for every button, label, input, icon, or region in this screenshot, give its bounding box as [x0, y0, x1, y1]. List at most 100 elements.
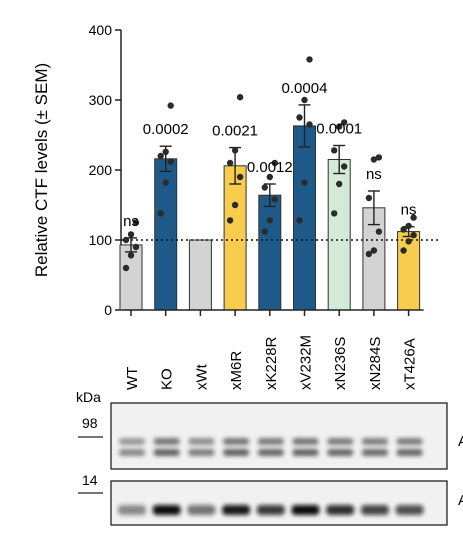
data-point: [122, 236, 130, 244]
marker-label-14: 14: [82, 472, 98, 488]
bar-xM6R: [223, 165, 247, 311]
lane-label-WT: WT: [124, 367, 141, 390]
data-point: [236, 173, 244, 181]
y-tick-label: 400: [89, 22, 113, 38]
data-point: [162, 179, 169, 186]
band-upper-a: [223, 438, 250, 445]
band-lower: [291, 505, 320, 515]
bar-xK228R: [258, 194, 282, 311]
data-point: [127, 231, 135, 238]
band-upper-b: [327, 449, 354, 456]
band-upper-a: [188, 438, 215, 445]
data-point: [341, 163, 348, 170]
band-upper-a: [327, 438, 354, 445]
data-point: [375, 154, 383, 161]
lane-label-xWt: xWt: [193, 363, 210, 390]
data-point: [365, 250, 373, 258]
annotation-xM6R: 0.0021: [212, 123, 258, 140]
lane-label-xK228R: xK228R: [263, 336, 280, 390]
annotation-xN236S: 0.0001: [316, 121, 362, 138]
data-point: [132, 219, 140, 226]
data-point: [400, 247, 407, 254]
data-point: [405, 238, 412, 245]
data-point: [341, 119, 348, 126]
band-upper-a: [361, 438, 388, 445]
data-point: [306, 121, 313, 128]
data-point: [296, 114, 303, 121]
band-lower: [256, 505, 285, 515]
data-point: [261, 228, 268, 235]
y-tick-label: 100: [89, 232, 113, 248]
kda-unit-label: kDa: [76, 389, 101, 405]
data-point: [157, 210, 164, 217]
band-lower: [118, 505, 146, 515]
data-point: [336, 123, 343, 130]
band-upper-b: [257, 449, 284, 456]
band-upper-b: [188, 449, 215, 456]
data-point: [365, 194, 373, 202]
band-lower: [222, 505, 251, 515]
data-point: [226, 217, 234, 224]
data-point: [127, 252, 135, 259]
band-upper-b: [361, 449, 388, 456]
data-point: [162, 148, 169, 155]
data-point: [236, 94, 244, 101]
blot-panel-lower: [110, 480, 448, 526]
data-point: [370, 156, 378, 163]
band-lower: [187, 505, 216, 515]
bar-xV232M: [293, 125, 316, 311]
data-point: [271, 159, 278, 167]
annotation-xK228R: 0.0012: [247, 159, 293, 176]
data-point: [405, 222, 412, 230]
band-upper-b: [153, 449, 180, 456]
data-point: [271, 196, 278, 203]
data-point: [167, 158, 174, 165]
lane-label-xN284S: xN284S: [367, 337, 384, 390]
bar-xWt: [188, 239, 212, 311]
data-point: [301, 96, 308, 104]
data-point: [261, 184, 268, 191]
data-point: [370, 247, 378, 254]
data-point: [266, 217, 273, 224]
upper-blot-side-label: A: [458, 433, 463, 450]
y-axis-label: Relative CTF levels (± SEM): [32, 63, 51, 277]
data-point: [296, 217, 303, 224]
lower-blot-side-label: A: [458, 492, 463, 509]
band-upper-b: [223, 449, 250, 456]
band-upper-a: [396, 438, 423, 445]
band-lower: [395, 505, 424, 515]
data-point: [157, 152, 164, 160]
lane-label-KO: KO: [159, 368, 176, 390]
band-lower: [360, 505, 389, 515]
band-upper-b: [292, 449, 319, 456]
annotation-KO: 0.0002: [143, 121, 189, 138]
band-upper-b: [119, 449, 145, 456]
blot-panel-upper: [110, 402, 448, 470]
data-point: [167, 102, 174, 109]
data-point: [336, 180, 343, 188]
band-upper-a: [257, 438, 284, 445]
data-point: [132, 243, 140, 251]
data-point: [266, 173, 273, 181]
y-tick-label: 300: [89, 92, 113, 108]
data-point: [301, 179, 308, 186]
data-point: [231, 147, 239, 154]
bar-chart: 0 100 200 300 400 Relative CTF levels (± SEM)…: [32, 22, 440, 318]
data-point: [410, 214, 417, 221]
band-upper-a: [153, 438, 180, 445]
annotation-xN284S: ns: [366, 166, 382, 183]
annotation-WT: ns: [123, 213, 139, 230]
data-point: [375, 228, 383, 235]
lane-label-xV232M: xV232M: [298, 335, 315, 390]
data-point: [331, 210, 338, 217]
band-lower: [152, 505, 181, 515]
annotation-xT426A: ns: [401, 202, 417, 219]
band-lower: [326, 505, 355, 515]
y-tick-label: 0: [104, 302, 112, 318]
y-tick-label: 200: [89, 162, 113, 178]
western-blot: WT KO xWt xM6R xK228R xV232M xN236S xN284S xT426…: [76, 335, 463, 526]
lane-label-xN236S: xN236S: [332, 337, 349, 390]
data-point: [400, 226, 407, 233]
band-upper-a: [292, 438, 319, 445]
